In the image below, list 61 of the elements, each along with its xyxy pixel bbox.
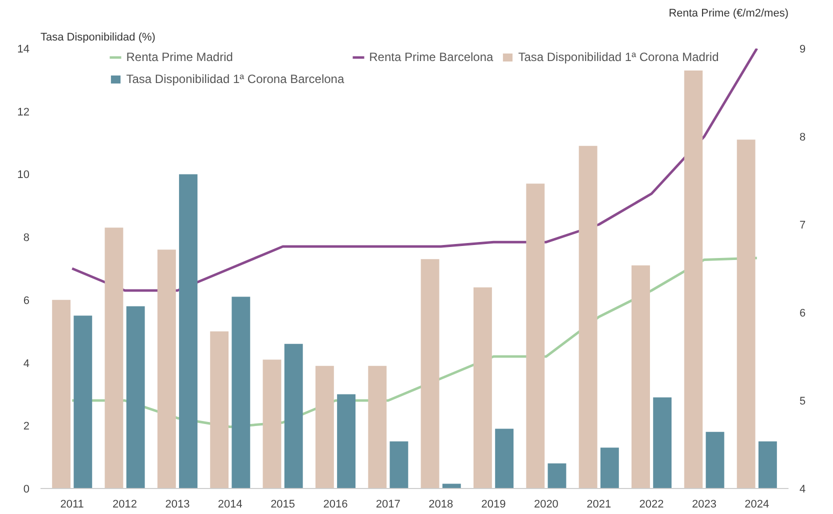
x-tick-label: 2014 — [218, 498, 242, 510]
bar — [104, 228, 124, 488]
x-tick-label: 2019 — [481, 498, 506, 510]
bar — [210, 331, 229, 488]
legend-label: Tasa Disponibilidad 1ª Corona Madrid — [518, 50, 719, 64]
x-tick-label: 2012 — [112, 498, 138, 510]
y-tick-label: 8 — [23, 232, 30, 244]
bar — [52, 300, 71, 488]
bar — [390, 441, 408, 488]
legend-label: Renta Prime Barcelona — [369, 50, 494, 64]
y2-tick-label: 5 — [800, 396, 806, 408]
x-tick-label: 2022 — [639, 498, 664, 510]
bar — [600, 448, 619, 488]
x-tick-label: 2020 — [534, 498, 558, 510]
y2-axis-title: Renta Prime (€/m2/mes) — [668, 8, 789, 20]
y-tick-label: 6 — [23, 294, 30, 307]
bar — [495, 428, 514, 488]
x-tick-label: 2016 — [323, 498, 348, 510]
y-tick-label: 10 — [17, 169, 30, 182]
bar — [684, 70, 703, 488]
bar — [758, 441, 777, 488]
bar — [284, 344, 303, 488]
bar — [736, 140, 756, 488]
bar — [74, 316, 92, 488]
x-tick-label: 2017 — [376, 498, 400, 510]
y-tick-label: 12 — [17, 106, 30, 118]
bar — [232, 296, 250, 488]
legend-label: Tasa Disponibilidad 1ª Corona Barcelona — [126, 72, 344, 86]
x-tick-label: 2013 — [165, 498, 190, 510]
y2-tick-label: 6 — [800, 308, 806, 320]
bar — [420, 259, 440, 488]
bar — [368, 366, 387, 488]
x-tick-label: 2021 — [586, 498, 612, 510]
y2-tick-label: 4 — [800, 484, 806, 496]
bar — [632, 265, 650, 488]
legend-label: Renta Prime Madrid — [126, 50, 233, 64]
bar — [706, 432, 724, 488]
bar — [337, 394, 356, 488]
bar — [179, 174, 198, 488]
y-tick-label: 2 — [23, 420, 30, 433]
y-axis-title: Tasa Disponibilidad (%) — [40, 32, 156, 44]
bar — [526, 184, 545, 488]
x-tick-label: 2011 — [60, 498, 84, 510]
bar — [126, 306, 145, 488]
bar — [473, 287, 492, 488]
y-tick-label: 14 — [17, 44, 30, 56]
x-tick-label: 2015 — [270, 498, 296, 510]
bar — [315, 366, 334, 488]
bar — [653, 397, 672, 488]
x-tick-label: 2023 — [692, 498, 716, 510]
y2-tick-label: 9 — [800, 44, 806, 56]
x-tick-label: 2024 — [744, 498, 770, 510]
y-tick-label: 0 — [23, 484, 30, 496]
bar — [548, 463, 566, 488]
y2-tick-label: 8 — [800, 132, 806, 144]
bar — [157, 250, 176, 488]
bar — [578, 146, 598, 488]
bar — [262, 360, 282, 488]
x-tick-label: 2018 — [428, 498, 454, 510]
y2-tick-label: 7 — [800, 220, 806, 232]
y-tick-label: 4 — [23, 358, 30, 370]
